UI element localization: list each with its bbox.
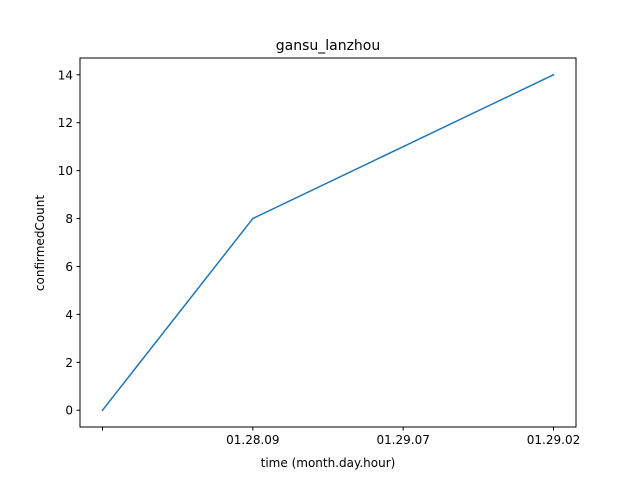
plot-frame xyxy=(79,57,577,428)
y-tick-label: 12 xyxy=(58,116,73,130)
data-point xyxy=(101,409,104,411)
y-tick-label: 6 xyxy=(65,260,73,274)
y-tick-label: 10 xyxy=(58,164,73,178)
y-tick-label: 8 xyxy=(65,212,73,226)
y-tick-label: 0 xyxy=(65,404,73,418)
data-point xyxy=(552,74,555,76)
y-tick-label: 2 xyxy=(65,356,73,370)
series-layer xyxy=(101,73,555,412)
x-tick-label: 01.29.07 xyxy=(376,433,429,447)
data-point xyxy=(402,145,404,148)
y-tick-label: 14 xyxy=(58,68,73,82)
x-axis-ticks: 01.28.09 01.29.07 01.29.02 xyxy=(102,427,580,447)
y-axis-label: confirmedCount xyxy=(33,195,47,291)
data-point xyxy=(252,217,254,220)
chart-title: gansu_lanzhou xyxy=(276,38,381,54)
x-tick-label: 01.28.09 xyxy=(226,433,279,447)
y-axis-ticks: 0 2 4 6 8 10 12 14 xyxy=(58,68,80,418)
x-axis-label: time (month.day.hour) xyxy=(261,456,396,470)
x-tick-label: 01.29.02 xyxy=(527,433,580,447)
series-line xyxy=(101,73,555,412)
y-tick-label: 4 xyxy=(65,308,73,322)
